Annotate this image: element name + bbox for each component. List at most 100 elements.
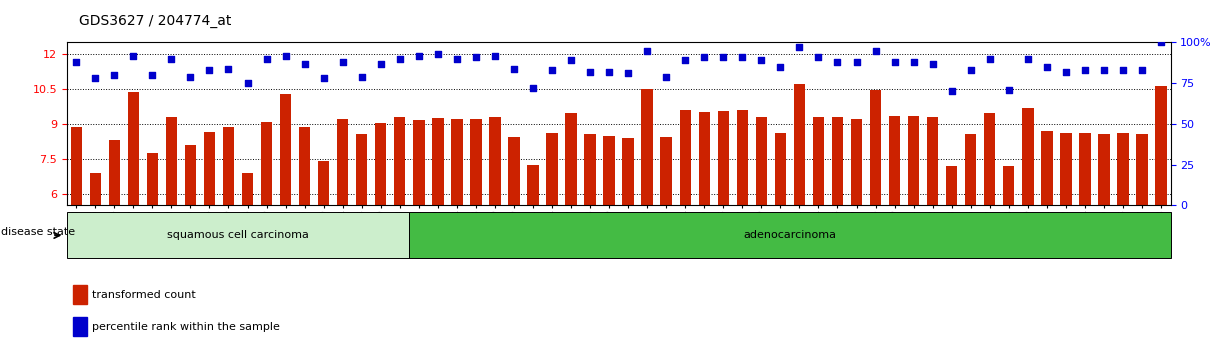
Bar [414,120,425,205]
Bar [355,135,368,205]
Bar [546,133,558,205]
Bar [298,127,311,205]
Bar [832,117,843,205]
Bar [166,117,177,205]
Point [143,72,163,78]
Bar [1117,133,1128,205]
Bar [907,116,919,205]
Point [866,48,885,53]
Point [371,61,391,67]
Point [885,59,905,65]
Point [619,70,638,76]
Point [599,69,619,75]
Point [238,80,257,86]
Text: GDS3627 / 204774_at: GDS3627 / 204774_at [79,14,232,28]
Point [523,85,542,91]
Bar [756,117,767,205]
Text: disease state: disease state [1,227,75,237]
Point [542,67,562,73]
Bar [966,135,976,205]
Bar [1137,135,1147,205]
Bar [204,132,215,205]
Point [1075,67,1094,73]
Bar [889,116,900,205]
Bar [984,113,996,205]
Bar [813,117,824,205]
Bar [850,119,862,205]
Point [295,61,314,67]
Bar [1155,86,1167,205]
Bar [699,112,710,205]
Point [1094,67,1114,73]
Point [733,54,752,60]
Point [656,74,676,80]
Point [257,56,277,62]
Point [770,64,790,70]
Bar [241,173,254,205]
Bar [147,153,158,205]
Bar [90,173,101,205]
Bar [489,117,501,205]
Bar [127,92,139,205]
Bar [642,89,653,205]
Bar [508,137,519,205]
Point [428,51,448,57]
Bar [585,135,596,205]
Point [200,67,220,73]
Point [923,61,943,67]
Bar [375,123,387,205]
Bar [471,119,482,205]
Bar [451,119,462,205]
Bar [337,119,348,205]
Bar [718,111,729,205]
Point [943,88,962,94]
Bar [1080,133,1090,205]
Bar [622,138,634,205]
Point [1151,40,1171,45]
Bar [223,127,234,205]
Point [466,54,485,60]
Point [485,53,505,58]
Bar [565,113,576,205]
Point [124,53,143,58]
Point [562,58,581,63]
Point [676,58,695,63]
Text: percentile rank within the sample: percentile rank within the sample [92,322,280,332]
Point [1057,69,1076,75]
Bar [394,117,405,205]
Bar [318,161,330,205]
Point [847,59,866,65]
Point [352,74,371,80]
Point [580,69,599,75]
Bar [109,140,120,205]
Text: squamous cell carcinoma: squamous cell carcinoma [167,230,309,240]
Point [505,66,524,72]
Point [334,59,353,65]
Bar [1060,133,1071,205]
Bar [793,84,805,205]
Bar [432,118,444,205]
Bar [946,166,957,205]
Point [1132,67,1151,73]
Point [961,67,980,73]
Point [314,75,334,81]
Bar [736,110,748,205]
Text: adenocarcinoma: adenocarcinoma [744,230,837,240]
Bar [184,145,197,205]
Point [827,59,847,65]
Bar [927,117,939,205]
Text: transformed count: transformed count [92,290,197,300]
Point [161,56,181,62]
Bar [261,121,272,205]
Point [695,54,714,60]
Bar [1041,131,1053,205]
Point [1018,56,1037,62]
Point [104,72,124,78]
Bar [280,94,291,205]
Point [67,59,86,65]
Bar [1098,135,1110,205]
Point [1037,64,1057,70]
Point [275,53,295,58]
Bar [1003,166,1014,205]
Bar [603,136,615,205]
